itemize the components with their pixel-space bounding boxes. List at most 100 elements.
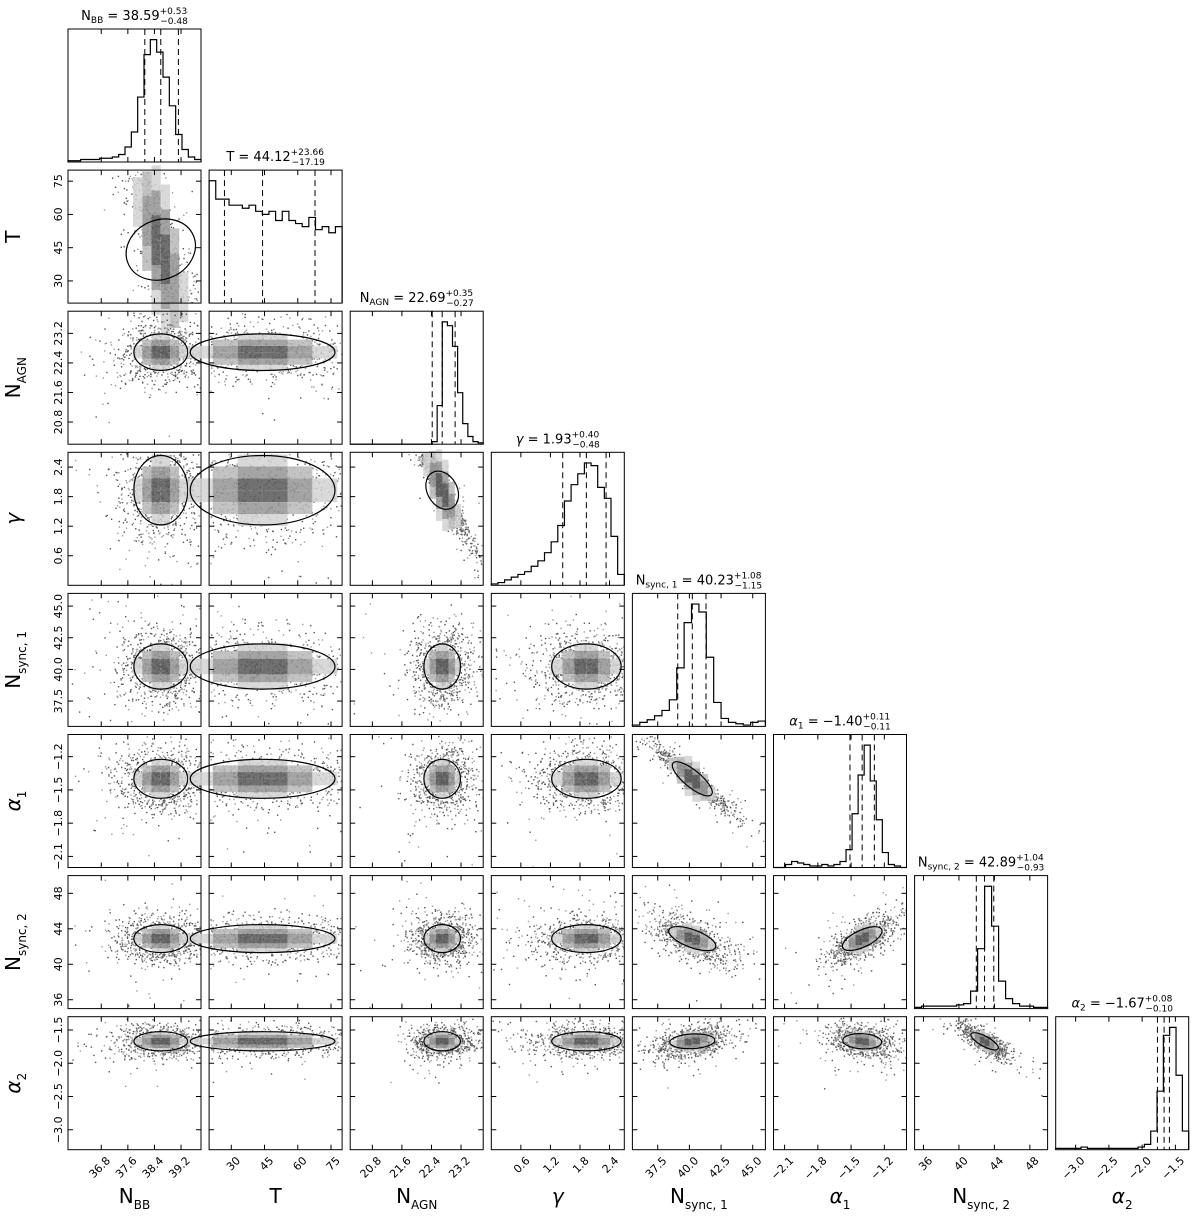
x-axis-label-a2: α2	[1112, 1184, 1133, 1212]
density-cell-t-ns1	[262, 666, 288, 675]
density-cell-nbb-t	[151, 215, 161, 241]
density-cell-gamma-ns2	[574, 943, 587, 949]
contour-ns1-a1	[671, 761, 713, 797]
density-cell-gamma-ns2	[610, 938, 623, 944]
density-cell-nagn-a2	[442, 1041, 449, 1045]
density-cell-nagn-a1	[448, 772, 455, 779]
scatter-t-vs-nagn	[187, 310, 343, 445]
density-cell-nbb-gamma	[170, 466, 180, 479]
scatter-ns1-vs-ns2	[631, 875, 766, 1010]
density-cell-t-a1	[262, 778, 288, 786]
density-cell-nbb-ns2	[133, 938, 143, 944]
x-tick-label-t: 60	[290, 1154, 309, 1173]
panel-frame	[490, 451, 625, 586]
panel-frame	[349, 592, 484, 727]
density-cell-t-nagn	[262, 339, 288, 346]
density-cell-nbb-t	[170, 253, 180, 279]
density-cell-nagn-ns1	[429, 674, 436, 683]
density-cell-ns1-a2	[676, 1036, 685, 1040]
density-cell-ns1-ns2	[700, 937, 708, 943]
panel-frame	[208, 310, 343, 445]
density-cell-nagn-ns1	[448, 651, 455, 659]
density-cell-nagn-gamma	[448, 481, 455, 494]
density-cell-a1-a2	[862, 1041, 869, 1046]
density-cell-a1-a2	[855, 1040, 863, 1045]
y-axis-label-ns1: Nsync, 1	[1, 631, 29, 689]
density-cell-t-a1	[187, 778, 213, 786]
contour-ns1-ns2	[668, 925, 717, 952]
density-cell-gamma-a2	[574, 1038, 587, 1042]
density-cell-nbb-nagn	[151, 333, 161, 340]
density-cell-nbb-ns1	[151, 643, 161, 651]
density-cell-ns2-a2	[979, 1046, 985, 1050]
density-cell-gamma-a1	[562, 785, 575, 793]
histogram-a2	[1055, 1016, 1190, 1151]
density-cell-nbb-t	[170, 228, 180, 254]
x-tick-label-gamma: 1.8	[570, 1154, 592, 1176]
density-cell-t-a1	[187, 772, 213, 779]
density-cell-nbb-a1	[160, 772, 170, 779]
density-cell-t-gamma	[212, 502, 238, 515]
density-cell-nagn-ns1	[442, 643, 449, 651]
density-cell-nbb-ns2	[151, 943, 161, 949]
density-cell-ns1-a2	[684, 1048, 693, 1052]
y-axis-label-a1: α1	[1, 791, 29, 812]
density-cell-t-gamma	[262, 454, 288, 467]
density-cell-ns1-a2	[684, 1045, 693, 1049]
density-cell-nbb-gamma	[151, 514, 161, 526]
density-cell-gamma-a1	[574, 792, 587, 799]
density-cell-nbb-ns1	[142, 666, 152, 675]
density-cell-t-ns2	[262, 938, 288, 944]
density-cell-nbb-t	[151, 289, 161, 315]
density-cell-nbb-t	[133, 177, 143, 202]
y-tick-label-a2: −2.0	[52, 1050, 65, 1077]
density-cell-t-gamma	[212, 478, 238, 491]
density-cell-nbb-nagn	[170, 345, 180, 353]
panel-frame	[773, 1016, 907, 1151]
density-cell-nbb-ns2	[160, 929, 170, 934]
density-cell-nbb-t	[179, 272, 189, 298]
density-cell-ns1-ns2	[692, 949, 701, 955]
density-cell-ns1-a1	[676, 763, 685, 771]
density-cell-nagn-gamma	[442, 507, 449, 520]
hist-step-nagn	[350, 321, 484, 445]
density-cell-nbb-gamma	[151, 454, 161, 467]
density-cell-t-gamma	[212, 490, 238, 503]
density-cell-nbb-a2	[160, 1034, 170, 1038]
density-cell-nbb-gamma	[160, 454, 170, 467]
density-cell-nagn-a2	[442, 1034, 449, 1038]
contour-ns2-a2	[970, 1032, 999, 1051]
scatter-gamma-vs-a1	[490, 734, 625, 868]
density-cell-nagn-a1	[442, 778, 449, 786]
density-cell-nbb-ns2	[160, 933, 170, 939]
density-cell-t-a1	[212, 765, 238, 773]
panel-frame	[208, 451, 343, 586]
hist-step-a2	[1055, 1026, 1190, 1150]
y-tick-label-nagn: 21.6	[52, 380, 65, 405]
density-cell-nagn-ns1	[423, 666, 430, 675]
density-cell-ns1-ns2	[684, 942, 693, 947]
density-cell-ns2-a2	[979, 1036, 985, 1041]
density-cell-t-ns1	[287, 651, 313, 659]
density-cell-nbb-a1	[142, 765, 152, 773]
density-cell-gamma-ns1	[610, 666, 623, 675]
x-axis-label-gamma: γ	[552, 1184, 565, 1208]
density-cell-a1-a2	[862, 1045, 869, 1049]
density-cell-nbb-a1	[170, 772, 180, 779]
density-cell-gamma-ns2	[586, 924, 599, 929]
density-cell-ns1-ns2	[692, 935, 701, 940]
density-cell-t-a2	[262, 1047, 288, 1052]
density-cell-nagn-ns2	[423, 938, 430, 944]
contour-nbb-a1	[133, 758, 189, 799]
density-cell-nbb-ns1	[160, 651, 170, 659]
density-cell-nagn-ns1	[435, 643, 443, 651]
contour-t-a2	[189, 1031, 336, 1052]
density-cell-nagn-ns2	[435, 943, 443, 949]
contour-t-a1	[189, 758, 336, 799]
density-cell-gamma-a1	[598, 785, 611, 793]
density-cell-gamma-a2	[586, 1034, 599, 1038]
density-cell-nagn-ns1	[429, 651, 436, 659]
density-cell-gamma-a1	[586, 785, 599, 793]
x-tick-label-ns1: 40.0	[675, 1154, 702, 1181]
density-cell-ns1-a1	[669, 757, 677, 765]
